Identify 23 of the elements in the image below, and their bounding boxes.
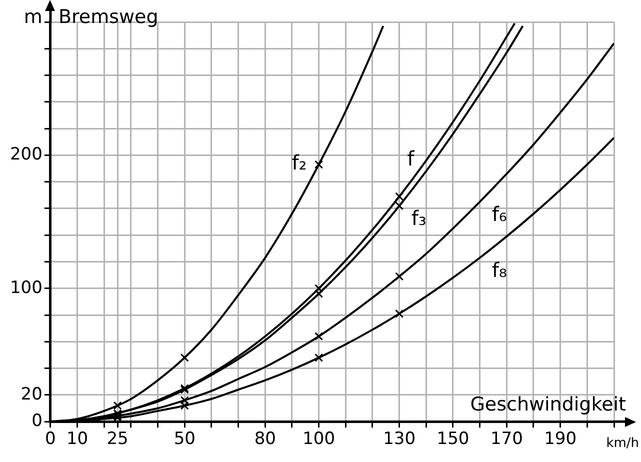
text: m: [24, 6, 42, 28]
x-tick-label: 0: [45, 429, 56, 450]
x-tick-label: 80: [254, 429, 276, 450]
y-tick-label: 20: [20, 384, 42, 404]
series-label: f₆: [492, 202, 507, 226]
x-tick-label: 170: [490, 429, 523, 450]
x-tick-label: 100: [302, 429, 336, 450]
x-tick-label: 190: [544, 429, 577, 450]
x-tick-label: 150: [436, 429, 470, 450]
y-tick-label: 200: [10, 144, 42, 165]
series-label: f₈: [492, 258, 507, 282]
x-tick-label: 50: [174, 429, 196, 450]
x-tick-label: 10: [66, 429, 88, 450]
series-label: f₃: [411, 206, 426, 230]
y-tick-label: 100: [10, 278, 42, 298]
x-tick-label: 25: [106, 429, 128, 450]
y-axis-title: Bremsweg: [58, 6, 158, 28]
text: km/h: [606, 436, 639, 451]
series-label: f: [407, 146, 416, 171]
y-tick-label: 0: [32, 411, 42, 432]
series-label: f₂: [292, 150, 307, 175]
x-tick-label: 130: [383, 429, 416, 450]
x-axis-title: Geschwindigkeit: [470, 394, 626, 416]
